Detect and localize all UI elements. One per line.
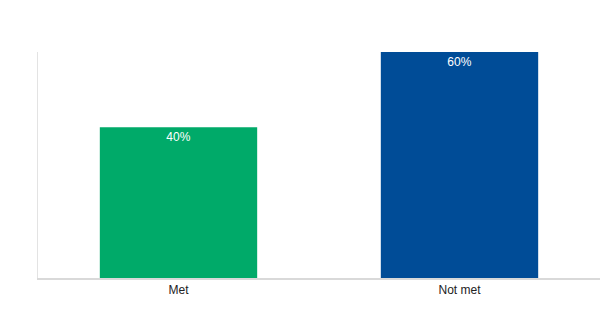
svg-text:60%: 60% — [447, 55, 471, 69]
svg-text:Met: Met — [168, 283, 189, 297]
svg-text:Not met: Not met — [438, 283, 481, 297]
svg-text:40%: 40% — [166, 130, 190, 144]
